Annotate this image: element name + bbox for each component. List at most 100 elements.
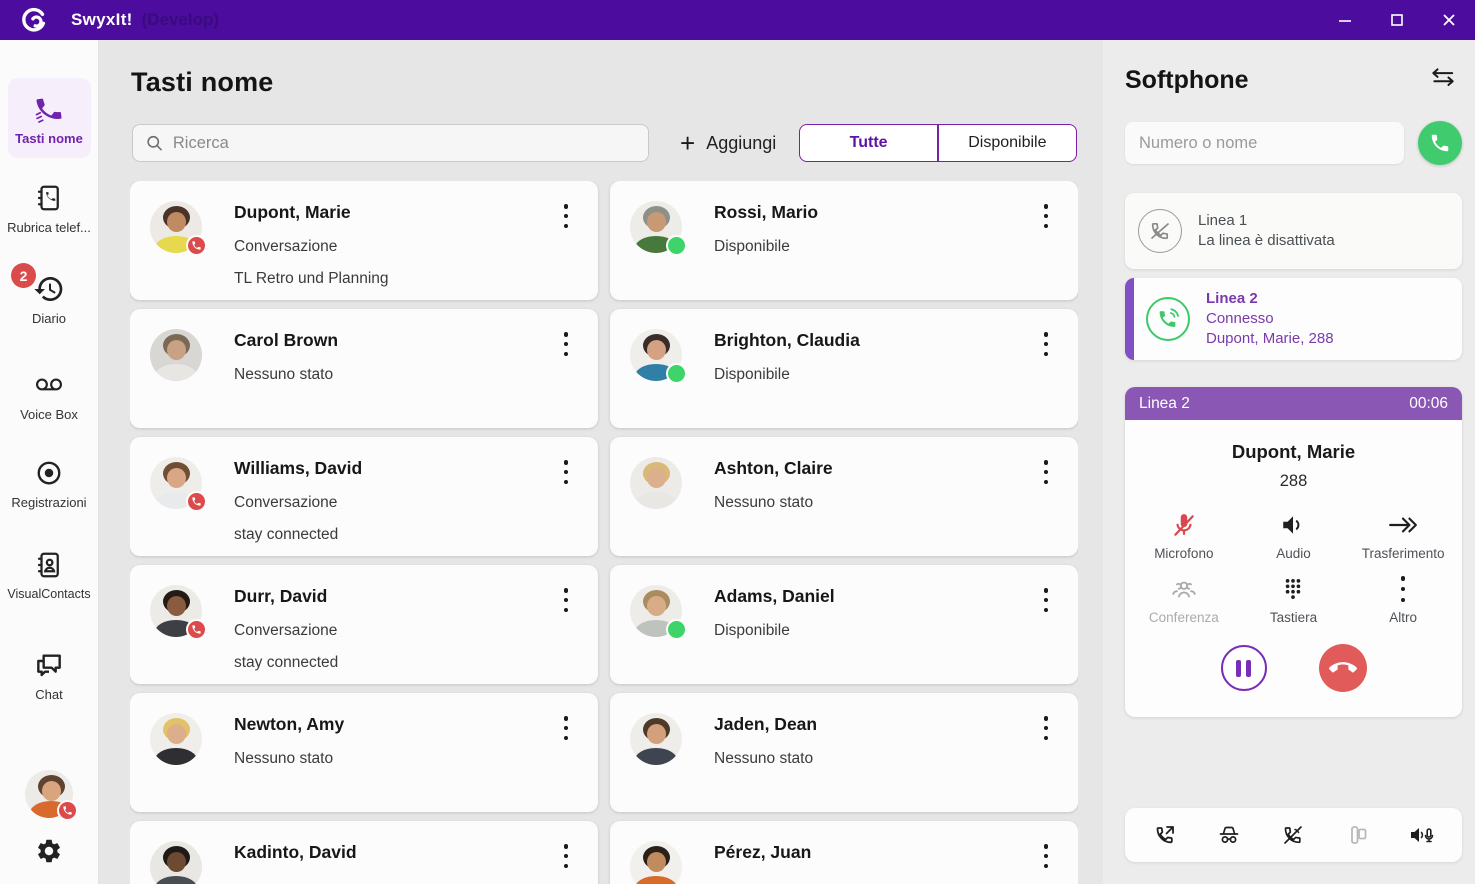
avatar xyxy=(630,841,682,884)
active-call-card: Linea 2 00:06 Dupont, Marie 288 Microfon… xyxy=(1125,387,1462,717)
contact-status: Disponibile xyxy=(714,622,790,639)
contact-card[interactable]: Durr, David Conversazione stay connected xyxy=(130,565,598,684)
line-status: Connesso xyxy=(1206,310,1274,327)
contact-menu-button[interactable] xyxy=(557,460,575,484)
contact-menu-button[interactable] xyxy=(557,716,575,740)
hangup-button[interactable] xyxy=(1318,644,1367,692)
line-disabled-icon xyxy=(1138,209,1182,253)
call-contact-name: Dupont, Marie xyxy=(1231,441,1356,462)
line-1[interactable]: Linea 1 La linea è disattivata xyxy=(1125,193,1462,269)
voicemail-icon xyxy=(32,368,66,402)
filter-toggle: Tutte Disponibile xyxy=(799,124,1077,162)
contact-menu-button[interactable] xyxy=(1037,844,1055,868)
swap-horizontal-icon[interactable] xyxy=(1430,67,1456,94)
contact-card[interactable]: Pérez, Juan xyxy=(610,821,1078,884)
line-2[interactable]: Linea 2 Connesso Dupont, Marie, 288 xyxy=(1125,278,1462,360)
contact-card[interactable]: Kadinto, David xyxy=(130,821,598,884)
filter-divider xyxy=(937,125,939,161)
minimize-button[interactable] xyxy=(1319,0,1371,40)
busy-phone-icon xyxy=(192,625,201,634)
filter-all-tab[interactable]: Tutte xyxy=(849,134,888,151)
contact-name: Jaden, Dean xyxy=(714,714,818,734)
diario-badge: 2 xyxy=(11,263,36,288)
conference-button[interactable]: Conferenza xyxy=(1129,576,1239,625)
sidebar-item-visualcontacts[interactable]: VisualContacts xyxy=(0,548,98,601)
line-name: Linea 2 xyxy=(1206,290,1258,307)
contact-card[interactable]: Carol Brown Nessuno stato xyxy=(130,309,598,428)
contact-menu-button[interactable] xyxy=(1037,332,1055,356)
audio-button[interactable]: Audio xyxy=(1239,512,1349,561)
contact-menu-button[interactable] xyxy=(1037,588,1055,612)
search-input[interactable] xyxy=(172,133,636,153)
speaker-icon xyxy=(1283,516,1300,534)
handset-device-button[interactable] xyxy=(1338,815,1378,855)
keypad-button[interactable]: Tastiera xyxy=(1239,576,1349,625)
close-button[interactable] xyxy=(1423,0,1475,40)
contact-detail: TL Retro und Planning xyxy=(234,270,389,287)
sidebar-item-voice-box[interactable]: Voice Box xyxy=(0,368,98,422)
contact-name: Ashton, Claire xyxy=(714,458,833,478)
presence-badge xyxy=(186,235,207,256)
more-options-button[interactable]: Altro xyxy=(1348,576,1458,625)
contact-menu-button[interactable] xyxy=(557,204,575,228)
incognito-button[interactable] xyxy=(1209,815,1249,855)
contact-card[interactable]: Newton, Amy Nessuno stato xyxy=(130,693,598,812)
sidebar-active-highlight xyxy=(8,78,91,158)
contact-status: Conversazione xyxy=(234,494,338,511)
mic-off-icon xyxy=(1174,514,1194,536)
filter-available-tab[interactable]: Disponibile xyxy=(968,134,1047,151)
chat-icon xyxy=(33,648,65,682)
search-box[interactable] xyxy=(132,124,649,162)
dial-input[interactable] xyxy=(1125,122,1404,164)
contact-menu-button[interactable] xyxy=(557,332,575,356)
phone-off-button[interactable] xyxy=(1273,815,1313,855)
microphone-mute-button[interactable]: Microfono xyxy=(1129,512,1239,561)
contact-card[interactable]: Rossi, Mario Disponibile xyxy=(610,181,1078,300)
call-forward-button[interactable] xyxy=(1145,815,1185,855)
transfer-icon xyxy=(1389,517,1418,533)
sidebar: Tasti nome Rubrica telef... 2 xyxy=(0,40,99,884)
app-title: SwyxIt! xyxy=(71,10,133,29)
contact-card[interactable]: Williams, David Conversazione stay conne… xyxy=(130,437,598,556)
maximize-button[interactable] xyxy=(1371,0,1423,40)
avatar xyxy=(150,841,202,884)
contact-name: Pérez, Juan xyxy=(714,842,812,862)
contact-name: Dupont, Marie xyxy=(234,202,351,222)
sidebar-item-chat[interactable]: Chat xyxy=(0,648,98,702)
contact-menu-button[interactable] xyxy=(1037,204,1055,228)
contact-menu-button[interactable] xyxy=(1037,460,1055,484)
contact-card[interactable]: Dupont, Marie Conversazione TL Retro und… xyxy=(130,181,598,300)
contact-detail: stay connected xyxy=(234,654,339,671)
contact-menu-button[interactable] xyxy=(1037,716,1055,740)
sidebar-item-diario[interactable]: 2 Diario xyxy=(0,263,98,326)
settings-button[interactable] xyxy=(0,837,98,865)
search-icon xyxy=(147,135,162,151)
sidebar-item-rubrica[interactable]: Rubrica telef... xyxy=(0,181,98,235)
contacts-book-icon xyxy=(34,548,64,582)
sidebar-item-registrazioni[interactable]: Registrazioni xyxy=(0,456,98,510)
incognito-icon xyxy=(1219,826,1239,843)
speaker-mic-icon xyxy=(1410,828,1434,843)
contact-card[interactable]: Adams, Daniel Disponibile xyxy=(610,565,1078,684)
gear-icon xyxy=(38,839,60,863)
sidebar-item-label: Tasti nome xyxy=(15,131,83,146)
sidebar-item-tasti-nome[interactable]: Tasti nome xyxy=(0,92,98,146)
contact-card[interactable]: Ashton, Claire Nessuno stato xyxy=(610,437,1078,556)
presence-badge xyxy=(186,619,207,640)
contacts-grid[interactable]: Dupont, Marie Conversazione TL Retro und… xyxy=(130,181,1078,884)
control-label: Conferenza xyxy=(1148,610,1219,625)
speaker-mic-button[interactable] xyxy=(1402,815,1442,855)
main-panel: Tasti nome + Aggiungi Tutte Disponi xyxy=(99,40,1103,884)
user-avatar[interactable] xyxy=(25,770,78,821)
dial-call-button[interactable] xyxy=(1418,121,1462,165)
active-line-accent xyxy=(1125,278,1134,360)
contact-name: Brighton, Claudia xyxy=(714,330,860,350)
contact-menu-button[interactable] xyxy=(557,588,575,612)
add-contact-button[interactable]: + Aggiungi xyxy=(680,130,776,156)
hold-button[interactable] xyxy=(1220,645,1267,691)
contact-card[interactable]: Jaden, Dean Nessuno stato xyxy=(610,693,1078,812)
contact-menu-button[interactable] xyxy=(557,844,575,868)
contact-card[interactable]: Brighton, Claudia Disponibile xyxy=(610,309,1078,428)
transfer-button[interactable]: Trasferimento xyxy=(1348,512,1458,561)
